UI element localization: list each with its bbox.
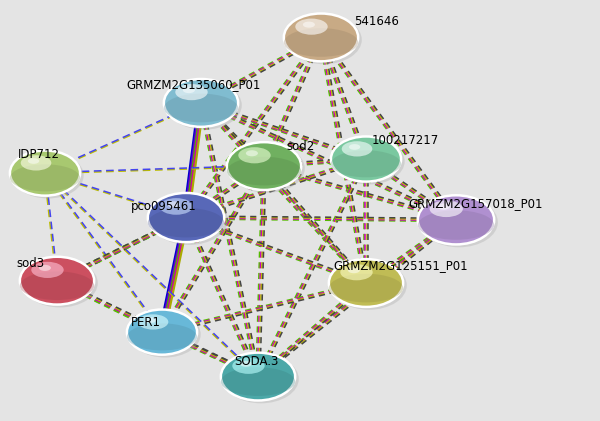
Ellipse shape — [340, 264, 373, 280]
Text: GRMZM2G125151_P01: GRMZM2G125151_P01 — [333, 259, 467, 272]
Ellipse shape — [223, 354, 299, 403]
Ellipse shape — [160, 198, 193, 215]
Ellipse shape — [229, 144, 305, 193]
Text: IDP712: IDP712 — [18, 148, 60, 161]
Ellipse shape — [221, 353, 295, 400]
Ellipse shape — [329, 259, 403, 307]
Ellipse shape — [183, 87, 195, 93]
Ellipse shape — [10, 164, 80, 192]
Ellipse shape — [420, 197, 498, 247]
Ellipse shape — [167, 201, 180, 208]
Text: sod2: sod2 — [287, 140, 315, 153]
Ellipse shape — [286, 15, 362, 64]
Ellipse shape — [334, 139, 404, 184]
Ellipse shape — [284, 28, 358, 57]
Ellipse shape — [39, 265, 51, 271]
Ellipse shape — [331, 136, 401, 181]
Ellipse shape — [20, 257, 94, 304]
Text: GRMZM2G157018_P01: GRMZM2G157018_P01 — [408, 197, 542, 210]
Text: sod3: sod3 — [17, 257, 45, 270]
Ellipse shape — [150, 195, 228, 245]
Ellipse shape — [21, 155, 52, 171]
Ellipse shape — [164, 79, 238, 127]
Text: 541646: 541646 — [354, 15, 399, 27]
Ellipse shape — [418, 210, 494, 240]
Ellipse shape — [437, 204, 450, 210]
Text: SODA.3: SODA.3 — [234, 354, 278, 368]
Ellipse shape — [127, 309, 197, 355]
Ellipse shape — [31, 262, 64, 278]
Ellipse shape — [130, 312, 200, 357]
Ellipse shape — [221, 367, 295, 396]
Ellipse shape — [331, 261, 407, 310]
Text: GRMZM2G135060_P01: GRMZM2G135060_P01 — [126, 78, 260, 91]
Ellipse shape — [430, 200, 463, 217]
Ellipse shape — [166, 81, 242, 130]
Ellipse shape — [148, 193, 224, 242]
Ellipse shape — [175, 84, 208, 100]
Ellipse shape — [28, 158, 39, 164]
Ellipse shape — [331, 150, 401, 177]
Ellipse shape — [227, 142, 301, 190]
Ellipse shape — [148, 208, 224, 237]
Ellipse shape — [342, 141, 373, 157]
Ellipse shape — [349, 144, 360, 150]
Ellipse shape — [20, 272, 94, 300]
Ellipse shape — [284, 13, 358, 61]
Ellipse shape — [418, 195, 494, 245]
Ellipse shape — [238, 147, 271, 163]
Ellipse shape — [295, 19, 328, 35]
Ellipse shape — [232, 358, 265, 374]
Ellipse shape — [164, 93, 238, 122]
Ellipse shape — [127, 323, 197, 350]
Ellipse shape — [329, 274, 403, 302]
Ellipse shape — [138, 314, 169, 330]
Ellipse shape — [12, 152, 84, 198]
Ellipse shape — [10, 150, 80, 196]
Text: PER1: PER1 — [131, 316, 161, 329]
Ellipse shape — [227, 157, 301, 185]
Ellipse shape — [303, 21, 315, 28]
Ellipse shape — [145, 317, 156, 323]
Text: 100217217: 100217217 — [372, 134, 439, 147]
Ellipse shape — [348, 267, 360, 273]
Ellipse shape — [240, 361, 252, 367]
Text: pco095461: pco095461 — [131, 200, 197, 213]
Ellipse shape — [22, 258, 98, 307]
Ellipse shape — [246, 150, 258, 156]
